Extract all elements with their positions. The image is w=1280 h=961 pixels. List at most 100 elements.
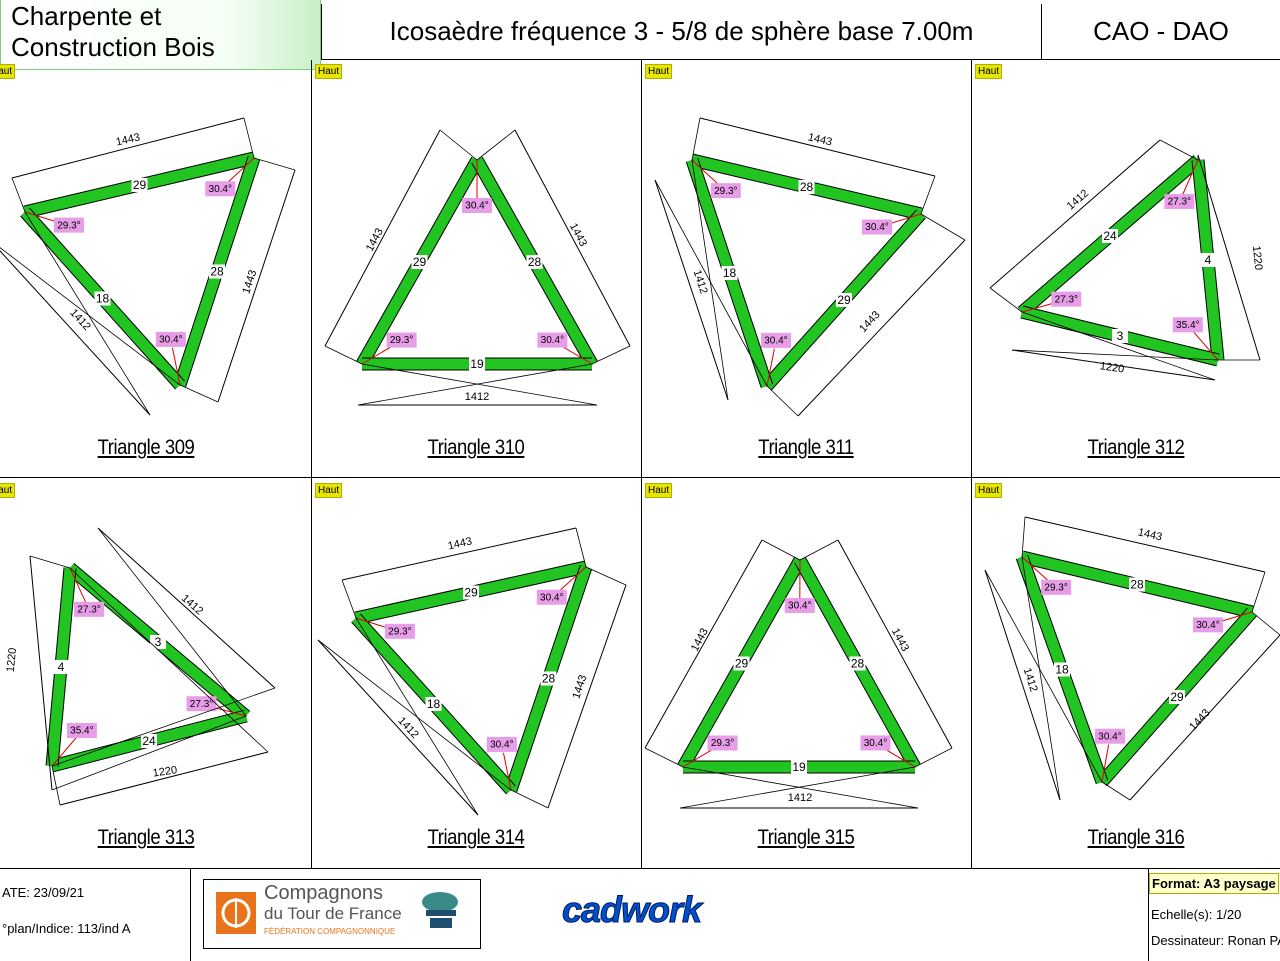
- dimension-line: [515, 130, 630, 346]
- extension-line: [990, 288, 1022, 312]
- extension-line: [244, 118, 254, 158]
- angle-label: 30.4°: [1098, 731, 1121, 742]
- bar-number: 28: [851, 657, 865, 671]
- logo-text-3: Fédération Compagnonnique: [264, 927, 395, 936]
- dimension-label: 1220: [1099, 360, 1125, 375]
- extension-line: [318, 640, 511, 790]
- dimension-label: 1220: [5, 647, 19, 673]
- angle-label: 30.4°: [788, 601, 811, 612]
- haut-tag-316: Haut: [975, 483, 1002, 498]
- bar-number: 28: [528, 255, 542, 269]
- extension-line: [767, 386, 798, 416]
- angle-label: 30.4°: [1196, 620, 1219, 631]
- haut-tag-312: Haut: [975, 64, 1002, 79]
- dimension-label: 1412: [395, 715, 420, 741]
- dimension-label: 1443: [1187, 707, 1212, 733]
- dimension-label: 1443: [689, 626, 711, 653]
- date-field: ATE: 23/09/21: [2, 885, 84, 900]
- bar-number: 18: [427, 697, 441, 711]
- extension-line: [325, 346, 362, 364]
- dimension-label: 1220: [152, 764, 178, 779]
- bar-number: 18: [1055, 663, 1069, 677]
- haut-tag-311: Haut: [645, 64, 672, 79]
- triangle-label-316: Triangle 316: [1026, 826, 1246, 850]
- plan-info: ATE: 23/09/21 °plan/Indice: 113/ind A: [0, 869, 191, 961]
- dimension-line: [218, 170, 295, 402]
- emblem-icon: [422, 892, 458, 928]
- angle-label: 30.4°: [865, 222, 888, 233]
- format-info: Format: A3 paysage Echelle(s): 1/20 Dess…: [1148, 869, 1280, 961]
- extension-line: [342, 580, 356, 618]
- haut-tag-309: Haut: [0, 64, 15, 79]
- angle-label: 30.4°: [864, 738, 887, 749]
- angle-label: 35.4°: [70, 726, 93, 737]
- logo-text-1: Compagnons: [264, 882, 383, 905]
- scale-field: Echelle(s): 1/20: [1151, 907, 1241, 922]
- extension-line: [70, 568, 268, 752]
- dimension-label: 1412: [465, 391, 489, 403]
- bar-number: 28: [542, 672, 556, 686]
- angle-label: 27.3°: [1055, 294, 1078, 305]
- dimension-label: 1412: [691, 268, 710, 295]
- triangle-label-314: Triangle 314: [366, 826, 586, 850]
- bar-number: 28: [800, 180, 814, 194]
- logo-text-2: du Tour de France: [264, 904, 402, 924]
- extension-line: [254, 158, 295, 170]
- bar-number: 4: [58, 660, 65, 674]
- triangle-label-310: Triangle 310: [366, 436, 586, 460]
- extension-line: [477, 130, 515, 160]
- bar-number: 18: [723, 266, 737, 280]
- angle-label: 27.3°: [1168, 197, 1191, 208]
- bar-number: 29: [133, 178, 147, 192]
- angle-label: 30.4°: [764, 336, 787, 347]
- extension-line: [511, 790, 548, 808]
- angle-label: 30.4°: [490, 740, 513, 751]
- dimension-line: [30, 556, 52, 790]
- plan-index-field: °plan/Indice: 113/ind A: [2, 921, 131, 936]
- angle-label: 30.4°: [209, 184, 232, 195]
- angle-label: 29.3°: [57, 220, 80, 231]
- cadwork-logo: cadwork: [562, 889, 701, 931]
- extension-line: [98, 528, 246, 716]
- extension-line: [52, 766, 60, 805]
- extension-line: [762, 540, 800, 560]
- bar-number: 3: [1117, 329, 1124, 343]
- bar-number: 29: [1170, 690, 1184, 704]
- extension-line: [440, 130, 477, 160]
- bar-number: 29: [464, 586, 478, 600]
- angle-label: 29.3°: [711, 738, 734, 749]
- extension-line: [921, 214, 965, 240]
- triangle-label-309: Triangle 309: [36, 436, 256, 460]
- extension-line: [1102, 782, 1130, 800]
- bar-number: 28: [210, 265, 224, 279]
- dimension-label: 1443: [1137, 526, 1164, 543]
- format-field: Format: A3 paysage: [1149, 873, 1279, 894]
- extension-line: [592, 346, 630, 364]
- extension-line: [30, 556, 70, 568]
- dimension-line: [548, 585, 626, 808]
- angle-label: 29.3°: [388, 626, 411, 637]
- angle-label: 27.3°: [190, 699, 213, 710]
- dimension-label: 1443: [447, 535, 474, 552]
- bar-number: 29: [413, 255, 427, 269]
- dimension-label: 1412: [1065, 187, 1091, 212]
- bar-number: 29: [735, 657, 749, 671]
- bar-number: 4: [1205, 253, 1212, 267]
- triangle-label-315: Triangle 315: [696, 826, 916, 850]
- extension-line: [1252, 612, 1280, 635]
- dimension-line: [838, 540, 952, 748]
- bar-number: 3: [155, 635, 162, 649]
- bar-number: 18: [96, 292, 110, 306]
- dimension-label: 1412: [788, 792, 812, 804]
- extension-line: [576, 528, 586, 567]
- haut-tag-313: Haut: [0, 483, 15, 498]
- extension-line: [12, 178, 25, 212]
- compagnons-logo: Compagnons du Tour de France Fédération …: [203, 879, 481, 949]
